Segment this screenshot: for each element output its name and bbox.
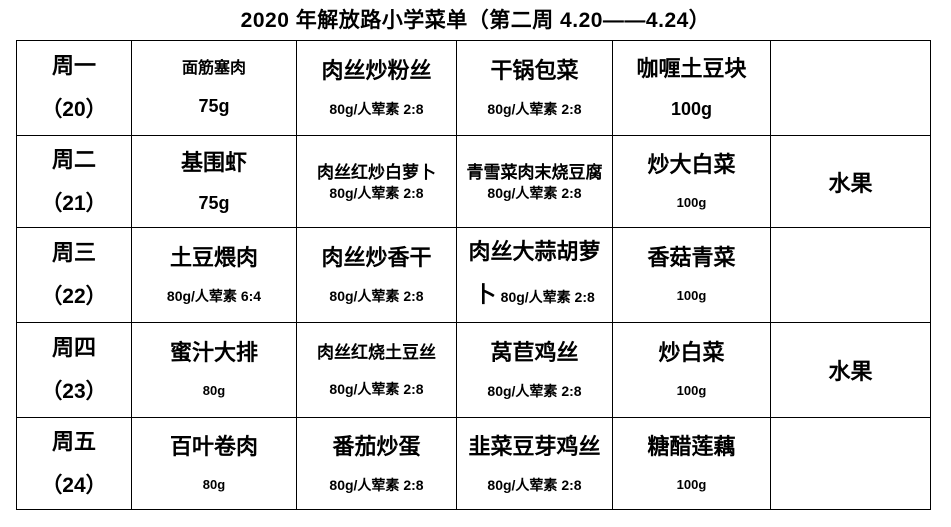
dish-name: 肉丝大蒜胡萝卜 — [468, 239, 601, 307]
dish-detail: 100g — [676, 288, 707, 303]
cell-wednesday-dish1: 土豆煨肉 80g/人荤素 6:4 — [131, 227, 297, 323]
cell-tuesday-dish1: 基围虾 75g — [131, 135, 297, 228]
table-row: 周二 （21） 基围虾 75g 肉丝红炒白萝卜 80g/人荤素 2:8 青雪菜肉… — [16, 135, 931, 228]
dish-name: 百叶卷肉 — [169, 433, 258, 459]
extra-label: 水果 — [828, 359, 873, 384]
dish-detail: 100g — [676, 476, 707, 492]
dish-name: 青雪菜肉末烧豆腐 — [466, 162, 603, 182]
dish-name: 肉丝红炒白萝卜 — [317, 162, 436, 182]
day-label: 周四 — [51, 335, 96, 360]
dish-name: 香菇青菜 — [647, 245, 736, 270]
dish-name: 干锅包菜 — [490, 58, 579, 83]
dish-name: 韭菜豆芽鸡丝 — [468, 433, 601, 459]
dish-name: 莴苣鸡丝 — [490, 340, 579, 365]
dish-detail: 80g/人荤素 2:8 — [329, 288, 424, 304]
dish-name: 咖喱土豆块 — [636, 56, 747, 81]
cell-monday-dish1: 面筋塞肉 75g — [131, 40, 297, 136]
dish-name: 番茄炒蛋 — [332, 433, 421, 459]
dish-detail: 80g/人荤素 2:8 — [487, 383, 582, 399]
dish-detail: 80g/人荤素 2:8 — [329, 184, 424, 201]
cell-wednesday-extra — [770, 227, 931, 323]
date-label: （24） — [41, 473, 107, 497]
cell-wednesday-dish4: 香菇青菜 100g — [612, 227, 771, 323]
dish-name: 土豆煨肉 — [169, 245, 258, 270]
cell-thursday-dish4: 炒白菜 100g — [612, 322, 771, 418]
date-label: （20） — [41, 98, 107, 121]
dish-detail: 75g — [198, 96, 230, 116]
cell-friday-dish1: 百叶卷肉 80g — [131, 417, 297, 510]
table-row: 周四 （23） 蜜汁大排 80g 肉丝红烧土豆丝 80g/人荤素 2:8 莴苣鸡… — [16, 322, 931, 418]
table-row: 周五 （24） 百叶卷肉 80g 番茄炒蛋 80g/人荤素 2:8 韭菜豆芽鸡丝… — [16, 417, 931, 510]
day-cell-tuesday: 周二 （21） — [16, 135, 132, 228]
dish-name: 基围虾 — [180, 149, 247, 175]
page-title: 2020 年解放路小学菜单（第二周 4.20——4.24） — [240, 9, 711, 32]
cell-friday-dish2: 番茄炒蛋 80g/人荤素 2:8 — [296, 417, 457, 510]
table-row: 周三 （22） 土豆煨肉 80g/人荤素 6:4 肉丝炒香干 80g/人荤素 2… — [16, 227, 931, 323]
cell-tuesday-dish2: 肉丝红炒白萝卜 80g/人荤素 2:8 — [296, 135, 457, 228]
dish-detail: 80g/人荤素 2:8 — [329, 476, 424, 493]
dish-detail: 80g — [202, 476, 226, 492]
cell-thursday-dish1: 蜜汁大排 80g — [131, 322, 297, 418]
dish-name: 面筋塞肉 — [181, 60, 246, 77]
dish-name: 肉丝炒粉丝 — [321, 58, 432, 83]
cell-monday-dish3: 干锅包菜 80g/人荤素 2:8 — [456, 40, 613, 136]
cell-tuesday-extra: 水果 — [770, 135, 931, 228]
dish-name: 炒白菜 — [658, 340, 725, 365]
dish-detail: 80g — [202, 383, 226, 398]
dish-detail: 80g/人荤素 2:8 — [487, 476, 582, 493]
cell-friday-dish4: 糖醋莲藕 100g — [612, 417, 771, 510]
dish-detail: 100g — [670, 99, 713, 119]
dish-name: 炒大白菜 — [647, 151, 736, 177]
cell-wednesday-dish3: 肉丝大蒜胡萝卜 80g/人荤素 2:8 — [456, 227, 613, 323]
cell-thursday-dish3: 莴苣鸡丝 80g/人荤素 2:8 — [456, 322, 613, 418]
table-row: 周一 （20） 面筋塞肉 75g 肉丝炒粉丝 80g/人荤素 2:8 干锅包菜 … — [16, 40, 931, 136]
menu-page: 2020 年解放路小学菜单（第二周 4.20——4.24） 周一 （20） 面筋… — [16, 9, 931, 510]
cell-monday-dish4: 咖喱土豆块 100g — [612, 40, 771, 136]
dish-detail: 80g/人荤素 2:8 — [329, 381, 424, 397]
dish-detail: 75g — [198, 192, 230, 213]
cell-monday-extra — [770, 40, 931, 136]
day-label: 周二 — [51, 146, 96, 172]
dish-name: 肉丝红烧土豆丝 — [317, 343, 436, 362]
dish-detail: 80g/人荤素 2:8 — [500, 289, 595, 305]
cell-tuesday-dish3: 青雪菜肉末烧豆腐 80g/人荤素 2:8 — [456, 135, 613, 228]
day-label: 周一 — [51, 53, 96, 78]
cell-monday-dish2: 肉丝炒粉丝 80g/人荤素 2:8 — [296, 40, 457, 136]
cell-tuesday-dish4: 炒大白菜 100g — [612, 135, 771, 228]
menu-table: 周一 （20） 面筋塞肉 75g 肉丝炒粉丝 80g/人荤素 2:8 干锅包菜 … — [16, 40, 931, 510]
dish-name: 肉丝炒香干 — [321, 245, 432, 270]
cell-friday-extra — [770, 417, 931, 510]
dish-name: 蜜汁大排 — [169, 340, 258, 365]
cell-wednesday-dish2: 肉丝炒香干 80g/人荤素 2:8 — [296, 227, 457, 323]
date-label: （23） — [41, 380, 107, 403]
dish-detail: 80g/人荤素 2:8 — [487, 184, 582, 201]
dish-detail: 100g — [676, 194, 707, 210]
cell-friday-dish3: 韭菜豆芽鸡丝 80g/人荤素 2:8 — [456, 417, 613, 510]
extra-label: 水果 — [828, 170, 873, 196]
cell-thursday-extra: 水果 — [770, 322, 931, 418]
dish-name: 糖醋莲藕 — [647, 433, 736, 459]
day-cell-wednesday: 周三 （22） — [16, 227, 132, 323]
dish-detail: 80g/人荤素 2:8 — [329, 101, 424, 117]
day-cell-monday: 周一 （20） — [16, 40, 132, 136]
cell-thursday-dish2: 肉丝红烧土豆丝 80g/人荤素 2:8 — [296, 322, 457, 418]
dish-detail: 80g/人荤素 6:4 — [166, 288, 262, 304]
date-label: （22） — [41, 285, 107, 308]
date-label: （21） — [41, 191, 107, 215]
day-label: 周三 — [51, 240, 96, 265]
day-cell-thursday: 周四 （23） — [16, 322, 132, 418]
dish-detail: 100g — [676, 383, 707, 398]
day-cell-friday: 周五 （24） — [16, 417, 132, 510]
dish-detail: 80g/人荤素 2:8 — [487, 101, 582, 117]
day-label: 周五 — [51, 428, 96, 454]
